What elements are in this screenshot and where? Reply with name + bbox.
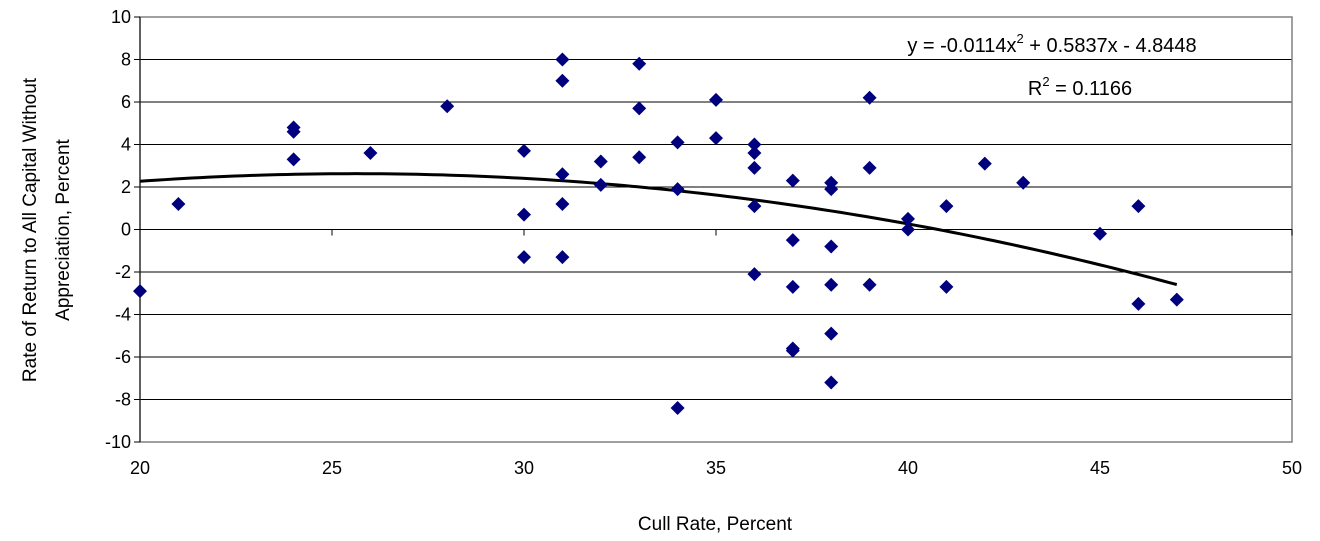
y-tick-label: 4 [121,135,131,155]
data-point [824,277,839,292]
data-point [517,250,531,265]
data-point [555,52,570,67]
data-point [824,326,839,341]
trendline-equation: y = -0.0114x2 + 0.5837x - 4.8448 [907,31,1196,57]
data-point [747,160,762,175]
data-point [785,279,800,294]
data-point [747,199,762,214]
y-tick-label: -8 [115,390,131,410]
data-point [632,56,647,71]
data-point [286,152,301,167]
data-point [862,90,877,105]
x-tick-label: 35 [706,458,726,478]
data-point [709,92,723,107]
equation-prefix: y = -0.0114x [907,35,1016,57]
data-point [1093,226,1107,241]
r2-suffix: = 0.1166 [1050,78,1132,100]
data-point [133,284,147,299]
data-point [862,160,877,175]
y-tick-label: 6 [121,92,131,112]
equation-suffix: + 0.5837x - 4.8448 [1024,35,1197,57]
data-point [171,197,186,211]
data-point [824,182,839,197]
data-point [785,173,800,188]
data-point [901,211,915,226]
r-squared-label: R2 = 0.1166 [1028,74,1132,100]
r2-exponent: 2 [1042,74,1049,89]
data-point [747,146,762,160]
y-axis-title-line-2: Appreciation, Percent [53,138,74,320]
data-point [670,401,685,415]
x-tick-label: 40 [898,458,918,478]
y-tick-label: 10 [111,7,131,27]
data-point [286,124,301,139]
r2-prefix: R [1028,78,1042,100]
y-tick-labels: 10 8 6 4 2 0 -2 -4 -6 -8 -10 [105,7,131,452]
data-point [1131,199,1146,214]
data-point [555,167,570,182]
x-axis-title: Cull Rate, Percent [638,514,793,535]
x-tick-label: 20 [130,458,150,478]
data-point [593,154,608,169]
x-tick-labels: 20 25 30 35 40 45 50 [130,458,1302,478]
data-point [709,131,723,146]
data-point [824,239,839,254]
x-tick-label: 50 [1282,458,1302,478]
x-tick-label: 25 [322,458,342,478]
y-tick-label: -4 [115,305,131,325]
data-point [1016,175,1031,190]
data-point [977,156,992,171]
data-point [517,143,531,158]
data-point [555,250,570,265]
data-point [670,135,685,150]
data-point [939,279,954,294]
data-point [632,150,647,165]
data-point [1169,292,1184,307]
data-point [747,267,762,282]
equation-exponent: 2 [1016,31,1023,46]
y-tick-label: 0 [121,220,131,240]
y-tick-label: -10 [105,432,131,452]
data-point [901,222,915,237]
data-point [555,73,570,88]
data-point [747,137,762,152]
y-tick-label: 8 [121,50,131,70]
data-point [939,199,954,214]
data-point [363,146,378,160]
x-tick-label: 30 [514,458,534,478]
data-point [632,101,647,116]
data-point [824,375,839,390]
data-point [785,233,800,248]
data-point [785,343,800,358]
y-tick-label: -6 [115,347,131,367]
data-point [440,99,455,114]
data-point [1131,296,1146,311]
data-point [555,197,570,211]
polynomial-trendline [139,172,1178,287]
data-point [517,207,531,222]
data-point [593,177,608,192]
y-axis-title-line-1: Rate of Return to All Capital Without [20,77,41,382]
data-points [133,52,1184,415]
y-tick-label: -2 [115,262,131,282]
data-point [862,277,877,292]
data-point [670,182,685,197]
x-tick-label: 45 [1090,458,1110,478]
y-tick-label: 2 [121,177,131,197]
